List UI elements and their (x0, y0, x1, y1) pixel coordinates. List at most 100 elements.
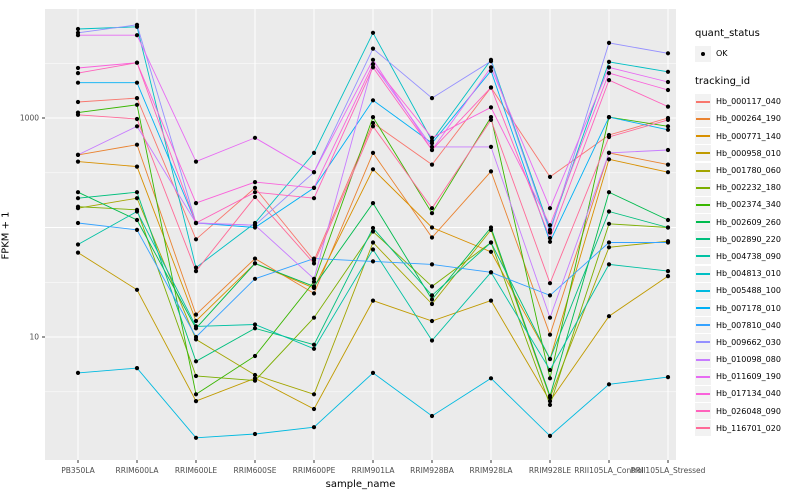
data-point (311, 256, 317, 261)
data-point (488, 105, 494, 110)
data-point (606, 245, 612, 250)
data-point (488, 65, 494, 70)
data-point (429, 301, 435, 307)
data-point (252, 326, 258, 331)
legend-tracking-entries: Hb_000117_040 Hb_000264_190 Hb_000771_140 H… (695, 93, 798, 437)
x-tick-label: RRII105LA_Control (574, 466, 644, 475)
legend-entry-Hb_002890_220: Hb_002890_220 (695, 231, 798, 248)
data-point (75, 250, 81, 255)
legend-entry-Hb_001780_060: Hb_001780_060 (695, 162, 798, 179)
data-point (370, 167, 376, 172)
data-point (665, 170, 671, 175)
line-swatch-icon (695, 214, 711, 231)
data-point (75, 242, 81, 247)
data-point (193, 324, 199, 329)
data-point (606, 240, 612, 245)
legend-entry-Hb_002374_340: Hb_002374_340 (695, 196, 798, 213)
data-point (665, 269, 671, 274)
data-point (134, 366, 140, 371)
data-point (252, 190, 258, 195)
data-point (252, 261, 258, 266)
legend-entry-label: Hb_116701_020 (716, 423, 781, 433)
legend-entry-Hb_005488_100: Hb_005488_100 (695, 282, 798, 299)
data-point (488, 144, 494, 149)
data-point (193, 237, 199, 242)
data-point (547, 399, 553, 404)
legend-entry-label: Hb_026048_090 (716, 406, 781, 416)
data-point (193, 399, 199, 404)
line-swatch-icon (695, 420, 711, 437)
data-point (193, 373, 199, 379)
data-point (665, 104, 671, 109)
data-point (547, 367, 553, 373)
legend-entry-label: OK (716, 49, 728, 59)
color-line-icon (696, 169, 710, 172)
line-swatch-icon (695, 368, 711, 385)
black-dot-icon (701, 51, 705, 56)
line-swatch-icon (695, 385, 711, 402)
data-point (370, 229, 376, 234)
data-point (134, 209, 140, 214)
data-point (193, 312, 199, 317)
data-point (665, 69, 671, 74)
line-swatch-icon (695, 162, 711, 179)
legend-entry-label: Hb_007810_040 (716, 320, 781, 330)
data-point (547, 223, 553, 228)
data-point (606, 150, 612, 155)
data-point (370, 30, 376, 35)
data-point (134, 116, 140, 122)
data-point (193, 159, 199, 164)
legend-entry-Hb_000264_190: Hb_000264_190 (695, 110, 798, 127)
data-point (134, 102, 140, 107)
legend-entry-Hb_002609_260: Hb_002609_260 (695, 214, 798, 231)
data-point (134, 227, 140, 232)
line-swatch-icon (695, 93, 711, 110)
data-point (665, 117, 671, 122)
data-point (547, 236, 553, 241)
data-point (665, 127, 671, 132)
data-point (547, 281, 553, 286)
data-point (75, 99, 81, 105)
legend-entry-label: Hb_011609_190 (716, 372, 781, 382)
data-point (75, 196, 81, 201)
data-point (311, 185, 317, 190)
line-swatch-icon (695, 248, 711, 265)
data-point (75, 152, 81, 157)
legend-entry-Hb_009662_030: Hb_009662_030 (695, 334, 798, 351)
legend-entry-label: Hb_002374_340 (716, 200, 781, 210)
data-point (429, 338, 435, 343)
color-line-icon (696, 341, 710, 344)
data-point (134, 217, 140, 223)
legend-entry-label: Hb_010098_080 (716, 355, 781, 365)
data-point (311, 261, 317, 266)
color-line-icon (696, 289, 710, 292)
data-point (488, 85, 494, 90)
data-point (311, 196, 317, 201)
data-point (547, 206, 553, 211)
legend-entry-label: Hb_000958_010 (716, 148, 781, 158)
data-point (429, 96, 435, 101)
data-point (134, 164, 140, 169)
color-line-icon (696, 375, 710, 378)
data-point (193, 269, 199, 274)
data-point (134, 96, 140, 101)
data-point (665, 217, 671, 223)
data-point (311, 284, 317, 289)
data-point (606, 314, 612, 319)
data-point (134, 196, 140, 201)
data-point (488, 376, 494, 381)
color-line-icon (696, 410, 710, 413)
data-point (606, 71, 612, 76)
legend-entry-label: Hb_004738_090 (716, 251, 781, 261)
data-point (193, 318, 199, 324)
data-point (429, 297, 435, 302)
legend-entry-label: Hb_000117_040 (716, 97, 781, 107)
legend-entry-label: Hb_005488_100 (716, 286, 781, 296)
data-point (488, 68, 494, 73)
data-point (606, 382, 612, 387)
data-point (311, 150, 317, 155)
data-point (547, 315, 553, 320)
legend-entry-label: Hb_000771_140 (716, 131, 781, 141)
data-point (370, 201, 376, 206)
line-swatch-icon (695, 403, 711, 420)
